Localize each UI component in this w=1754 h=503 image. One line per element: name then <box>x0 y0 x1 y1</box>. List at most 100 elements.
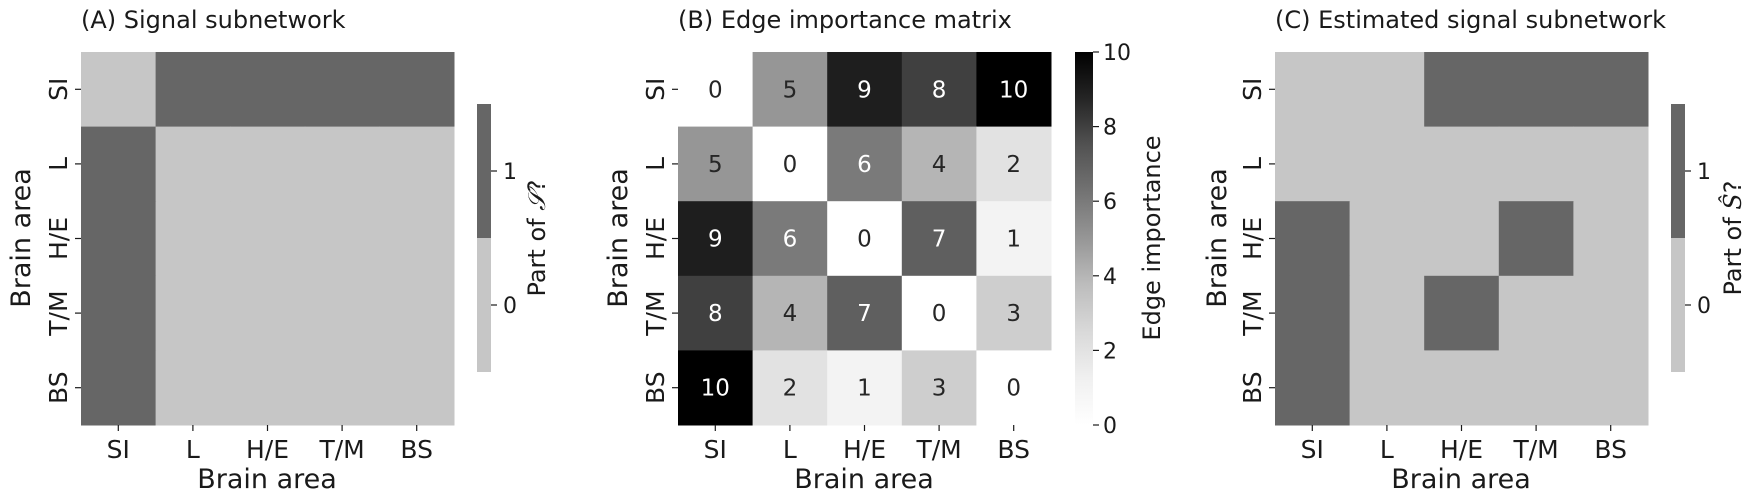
cell-value-label: 4 <box>932 152 947 178</box>
heatmap-cell-H/E-H/E <box>230 201 306 277</box>
heatmap-cell-SI-T/M <box>304 52 380 128</box>
panel-b-y-axis-label: Brain area <box>603 168 634 308</box>
panel-c: (C) Estimated signal subnetwork SI L H/E T/… <box>1202 6 1747 495</box>
panel-c-y-ticks: SI L H/E T/M BS <box>1238 78 1275 404</box>
panel-a-heatmap <box>81 52 455 426</box>
colorbar-tick-label: 6 <box>1103 190 1117 215</box>
y-tick-label: SI <box>641 78 670 101</box>
x-tick-label: BS <box>1594 435 1627 464</box>
panel-c-title: (C) Estimated signal subnetwork <box>1275 6 1666 34</box>
heatmap-cell-H/E-BS <box>379 201 455 277</box>
cell-value-label: 2 <box>783 376 798 402</box>
heatmap-cell-H/E-H/E <box>827 201 903 277</box>
heatmap-cell-H/E-L <box>752 201 828 277</box>
cell-value-label: 1 <box>857 376 872 402</box>
heatmap-cell-T/M-BS <box>1573 275 1649 351</box>
heatmap-cell-H/E-SI <box>1275 201 1351 277</box>
cell-value-label: 8 <box>708 301 723 327</box>
x-tick-label: SI <box>107 435 130 464</box>
heatmap-cell-BS-SI <box>81 350 157 426</box>
panel-c-x-ticks: SI L H/E T/M BS <box>1301 425 1627 464</box>
y-tick-label: SI <box>1238 78 1267 101</box>
panel-c-colorbar-label: Part of Ŝ? <box>1718 181 1747 296</box>
heatmap-cell-T/M-SI <box>81 275 157 351</box>
heatmap-cell-SI-SI <box>678 52 754 128</box>
cell-value-label: 0 <box>708 77 723 103</box>
colorbar-tick-label: 0 <box>1103 414 1117 439</box>
colorbar-tick-label: 8 <box>1103 116 1117 141</box>
panel-b-y-ticks: SI L H/E T/M BS <box>641 78 678 404</box>
panel-c-colorbar: 01 <box>1671 104 1711 372</box>
cell-value-label: 3 <box>1006 301 1021 327</box>
heatmap-cell-H/E-T/M <box>901 201 977 277</box>
colorbar-tick-label: 0 <box>1697 294 1711 319</box>
heatmap-cell-BS-L <box>155 350 231 426</box>
x-tick-label: L <box>186 435 200 464</box>
x-tick-label: BS <box>997 435 1030 464</box>
panel-a-x-ticks: SI L H/E T/M BS <box>107 425 433 464</box>
heatmap-cell-BS-T/M <box>901 350 977 426</box>
y-tick-label: L <box>44 157 73 171</box>
heatmap-cell-L-T/M <box>901 126 977 202</box>
heatmap-cell-BS-BS <box>976 350 1052 426</box>
y-tick-label: H/E <box>44 217 73 260</box>
x-tick-label: T/M <box>915 435 961 464</box>
heatmap-cell-T/M-SI <box>678 275 754 351</box>
heatmap-cell-SI-BS <box>1573 52 1649 128</box>
x-tick-label: BS <box>400 435 433 464</box>
heatmap-cell-L-SI <box>81 126 157 202</box>
panel-b-colorbar-label: Edge importance <box>1138 135 1166 340</box>
x-tick-label: H/E <box>843 435 886 464</box>
cell-value-label: 2 <box>1006 152 1021 178</box>
heatmap-cell-L-SI <box>678 126 754 202</box>
cell-value-label: 6 <box>857 152 872 178</box>
heatmap-cell-T/M-H/E <box>827 275 903 351</box>
heatmap-cell-BS-BS <box>379 350 455 426</box>
panel-a-y-ticks: SI L H/E T/M BS <box>44 78 81 404</box>
heatmap-cell-BS-T/M <box>1498 350 1574 426</box>
cell-value-label: 0 <box>783 152 798 178</box>
heatmap-cell-T/M-T/M <box>304 275 380 351</box>
cell-value-label: 0 <box>857 227 872 253</box>
x-tick-label: L <box>783 435 797 464</box>
heatmap-cell-SI-BS <box>379 52 455 128</box>
heatmap-cell-BS-H/E <box>827 350 903 426</box>
heatmap-cell-T/M-H/E <box>230 275 306 351</box>
x-tick-label: H/E <box>1440 435 1483 464</box>
panel-c-heatmap <box>1275 52 1649 426</box>
heatmap-cell-SI-SI <box>81 52 157 128</box>
colorbar-tick-label: 0 <box>503 294 517 319</box>
heatmap-cell-BS-SI <box>678 350 754 426</box>
y-tick-label: SI <box>44 78 73 101</box>
heatmap-cell-T/M-T/M <box>901 275 977 351</box>
panel-a-y-axis-label: Brain area <box>6 168 37 308</box>
heatmap-cell-L-BS <box>379 126 455 202</box>
cell-value-label: 7 <box>932 227 947 253</box>
colorbar-gradient <box>1075 52 1093 425</box>
heatmap-cell-H/E-SI <box>81 201 157 277</box>
y-tick-label: BS <box>1238 371 1267 404</box>
panel-a-colorbar: 01 <box>477 104 517 372</box>
colorbar-segment <box>1671 238 1685 372</box>
heatmap-cell-SI-T/M <box>901 52 977 128</box>
panel-b-x-axis-label: Brain area <box>794 464 934 495</box>
panel-c-x-axis-label: Brain area <box>1391 464 1531 495</box>
heatmap-cell-L-L <box>155 126 231 202</box>
y-tick-label: L <box>641 157 670 171</box>
panel-a-colorbar-label: Part of 𝒮? <box>523 179 551 296</box>
y-tick-label: BS <box>641 371 670 404</box>
panel-b-colorbar: 0 2 4 6 8 10 <box>1075 41 1131 439</box>
cell-value-label: 0 <box>932 301 947 327</box>
cell-value-label: 10 <box>999 77 1028 103</box>
panel-b-x-ticks: SI L H/E T/M BS <box>704 425 1030 464</box>
heatmap-cell-T/M-H/E <box>1424 275 1500 351</box>
heatmap-cell-SI-T/M <box>1498 52 1574 128</box>
cell-value-label: 9 <box>857 77 872 103</box>
heatmap-cell-L-L <box>1349 126 1425 202</box>
panel-a-title: (A) Signal subnetwork <box>81 6 346 34</box>
heatmap-cell-H/E-L <box>155 201 231 277</box>
panel-b: (B) Edge importance matrix 0 5 9 8 105 0 6 4 29 6… <box>603 6 1166 495</box>
heatmap-cell-SI-H/E <box>230 52 306 128</box>
y-tick-label: L <box>1238 157 1267 171</box>
colorbar-tick-label: 4 <box>1103 265 1117 290</box>
